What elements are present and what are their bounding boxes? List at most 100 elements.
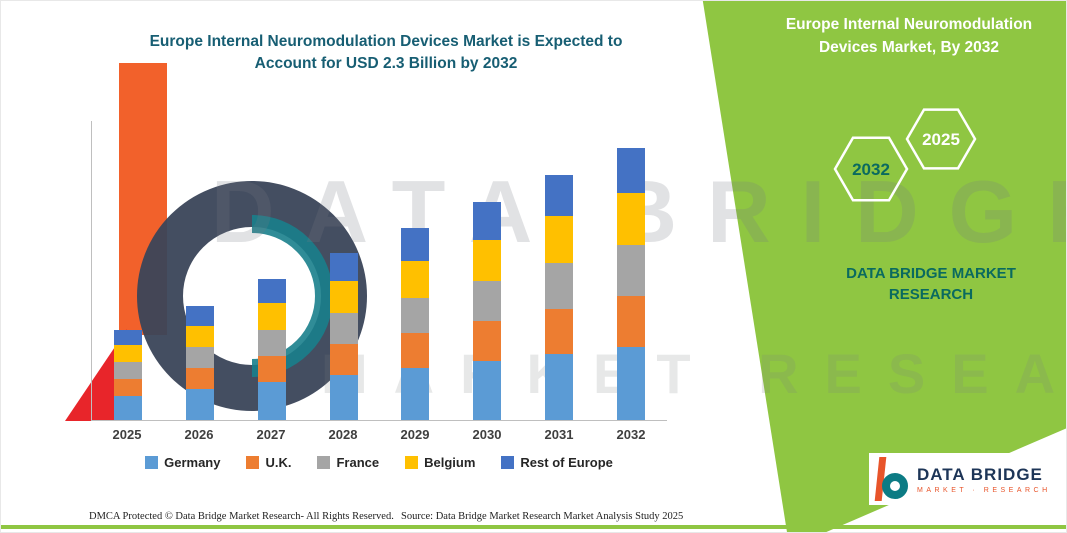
bar-segment-germany (617, 347, 646, 420)
bar-2031 (523, 121, 595, 420)
bar-2026 (164, 121, 236, 420)
bar-segment-belgium (473, 240, 502, 281)
x-axis-label-2028: 2028 (328, 427, 358, 442)
bar-stack-2025 (113, 330, 142, 420)
bar-chart (91, 121, 667, 421)
legend-swatch-france (317, 456, 331, 469)
bar-segment-rest-of-europe (473, 202, 502, 240)
legend-label-germany: Germany (164, 455, 221, 470)
bar-stack-2028 (329, 253, 358, 420)
bar-segment-belgium (329, 281, 358, 313)
bar-segment-germany (113, 396, 142, 420)
bar-2030 (451, 121, 523, 420)
bar-stack-2026 (185, 306, 214, 420)
bar-segment-france (473, 281, 502, 321)
bar-segment-belgium (185, 326, 214, 347)
bar-segment-u-k (617, 296, 646, 347)
year-hexagons: 2032 2025 (833, 108, 977, 202)
bar-stack-2027 (257, 279, 286, 420)
bar-stack-2029 (401, 228, 430, 420)
hexagon-2025-label: 2025 (922, 130, 960, 149)
bar-segment-france (257, 330, 286, 356)
bar-segment-belgium (617, 193, 646, 245)
bar-2027 (236, 121, 308, 420)
x-axis-label-2030: 2030 (472, 427, 502, 442)
hexagon-2032 (833, 136, 909, 202)
bar-2032 (595, 121, 667, 420)
chart-title: Europe Internal Neuromodulation Devices … (101, 31, 671, 76)
bar-segment-france (113, 362, 142, 379)
watermark-text-line2: MARKET RESEARCH (321, 342, 1066, 405)
bar-segment-rest-of-europe (257, 279, 286, 303)
bar-segment-u-k (113, 379, 142, 396)
legend-swatch-belgium (405, 456, 419, 469)
bar-segment-germany (545, 354, 574, 420)
bar-segment-france (329, 313, 358, 344)
hexagon-2032-label: 2032 (852, 160, 890, 179)
legend-label-u-k: U.K. (265, 455, 292, 470)
x-axis-label-2025: 2025 (112, 427, 142, 442)
bar-stack-2031 (545, 175, 574, 420)
brand-name-text: DATA BRIDGE MARKET RESEARCH (841, 263, 1021, 305)
company-logo: DATA BRIDGE MARKET · RESEARCH (869, 453, 1057, 505)
legend-label-rest-of-europe: Rest of Europe (520, 455, 613, 470)
company-logo-icon (874, 457, 909, 501)
bar-segment-germany (473, 361, 502, 420)
x-axis-labels: 2025 2026 2027 2028 2029 2030 2031 2032 (91, 427, 667, 442)
x-axis-label-2032: 2032 (616, 427, 646, 442)
footer-dmca-text: DMCA Protected © Data Bridge Market Rese… (89, 511, 394, 522)
company-logo-text: DATA BRIDGE MARKET · RESEARCH (917, 465, 1051, 494)
logo-subtitle: MARKET · RESEARCH (917, 486, 1051, 494)
x-axis-label-2027: 2027 (256, 427, 286, 442)
bar-stack-2032 (617, 148, 646, 420)
bar-segment-france (617, 245, 646, 296)
bar-segment-u-k (185, 368, 214, 389)
legend-swatch-germany (145, 456, 159, 469)
bar-segment-rest-of-europe (617, 148, 646, 193)
side-panel-title: Europe Internal Neuromodulation Devices … (759, 13, 1059, 60)
legend-item-germany: Germany (145, 455, 220, 470)
bar-segment-france (401, 298, 430, 333)
x-axis-label-2029: 2029 (400, 427, 430, 442)
legend-item-belgium: Belgium (405, 455, 475, 470)
x-axis-label-2031: 2031 (544, 427, 574, 442)
bar-segment-u-k (545, 309, 574, 354)
bottom-green-rule (1, 525, 1066, 529)
legend-label-belgium: Belgium (424, 455, 476, 470)
legend-item-france: France (317, 455, 379, 470)
bar-segment-germany (329, 375, 358, 420)
logo-name: DATA BRIDGE (917, 464, 1043, 484)
bar-segment-rest-of-europe (401, 228, 430, 261)
bar-2025 (92, 121, 164, 420)
side-panel-title-line2: Devices Market, By 2032 (818, 39, 1000, 57)
bar-segment-u-k (401, 333, 430, 368)
legend: Germany U.K. France Belgium Rest of Europe (91, 455, 667, 470)
bar-segment-rest-of-europe (329, 253, 358, 281)
chart-title-line1: Europe Internal Neuromodulation Devices … (149, 33, 623, 50)
bar-segment-germany (185, 389, 214, 420)
bar-segment-germany (401, 368, 430, 420)
x-axis-label-2026: 2026 (184, 427, 214, 442)
bar-segment-u-k (473, 321, 502, 361)
legend-swatch-u-k (246, 456, 260, 469)
bar-segment-belgium (545, 216, 574, 263)
bar-segment-belgium (113, 345, 142, 362)
bar-segment-rest-of-europe (545, 175, 574, 216)
brand-name-line2: RESEARCH (888, 286, 974, 303)
bar-segment-belgium (401, 261, 430, 298)
brand-name-line1: DATA BRIDGE MARKET (846, 265, 1016, 282)
bar-segment-u-k (329, 344, 358, 375)
bar-segment-germany (257, 382, 286, 420)
legend-item-rest-of-europe: Rest of Europe (501, 455, 613, 470)
bar-segment-rest-of-europe (113, 330, 142, 345)
bar-2029 (380, 121, 452, 420)
bar-segment-u-k (257, 356, 286, 382)
bar-2028 (308, 121, 380, 420)
side-panel-title-line1: Europe Internal Neuromodulation (785, 16, 1033, 33)
hexagon-2025 (905, 108, 977, 170)
legend-label-france: France (336, 455, 380, 470)
bar-segment-rest-of-europe (185, 306, 214, 326)
bar-segment-belgium (257, 303, 286, 330)
bar-segment-france (185, 347, 214, 368)
